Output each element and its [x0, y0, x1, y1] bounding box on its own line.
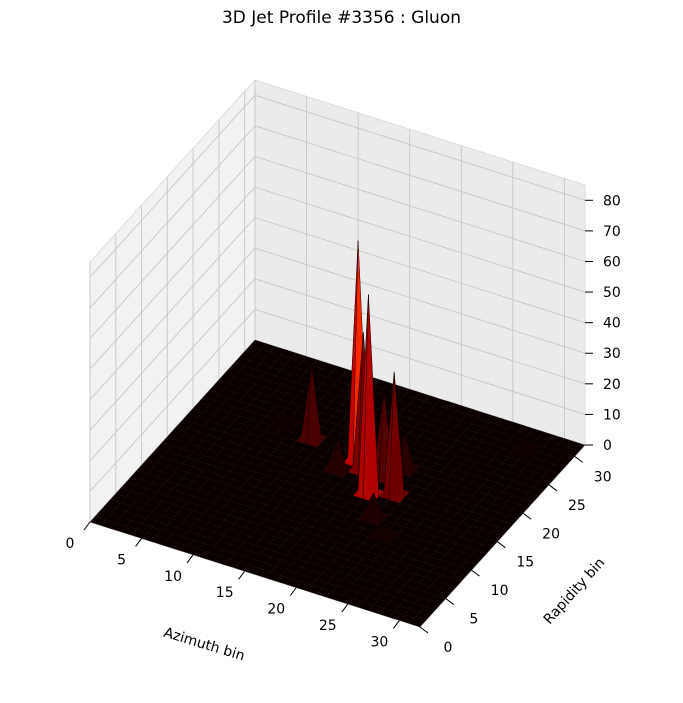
grid-line-z [89, 308, 586, 492]
grid-line-z [89, 125, 586, 309]
grid-line-z [89, 247, 586, 431]
y-tick-label: 20 [542, 526, 560, 542]
surface-cell [409, 617, 426, 628]
z-tick-label: 40 [603, 316, 621, 332]
x-tick-label: 20 [267, 602, 285, 618]
y-tick-label: 30 [594, 469, 612, 485]
x-tick-label: 5 [117, 552, 126, 568]
y-tick-mark [497, 541, 506, 549]
z-tick-label: 60 [603, 255, 621, 271]
y-tick-label: 5 [469, 612, 478, 628]
x-tick-mark [83, 521, 91, 531]
y-tick-mark [548, 484, 558, 492]
grid-line-z [89, 94, 586, 278]
y-tick-mark [574, 455, 583, 463]
x-axis-label: Azimuth bin [162, 625, 247, 665]
y-axis-label: Rapidity bin [541, 555, 609, 628]
y-tick-label: 25 [568, 498, 586, 514]
surface [89, 240, 586, 628]
z-tick-label: 30 [603, 346, 621, 362]
x-tick-mark [238, 570, 246, 580]
x-tick-label: 25 [319, 618, 337, 634]
grid-line-z [89, 217, 586, 400]
x-tick-mark [135, 538, 142, 547]
z-tick-label: 10 [603, 407, 621, 423]
grid-line-z [89, 278, 586, 462]
grid-line-z [89, 155, 586, 339]
x-tick-label: 30 [370, 634, 388, 650]
y-tick-mark [471, 569, 480, 577]
x-tick-mark [289, 587, 297, 596]
x-tick-label: 15 [216, 585, 234, 601]
y-tick-mark [445, 598, 455, 605]
x-tick-label: 0 [66, 536, 75, 552]
z-tick-label: 80 [603, 193, 621, 209]
x-tick-mark [186, 554, 194, 564]
x-tick-mark [341, 603, 349, 613]
chart-title: 3D Jet Profile #3356 : Gluon [221, 8, 461, 28]
z-tick-label: 70 [603, 224, 621, 240]
grid-line-z [89, 186, 586, 370]
y-tick-label: 0 [444, 640, 453, 656]
y-tick-mark [419, 626, 429, 634]
z-tick-label: 50 [603, 285, 621, 301]
y-tick-mark [522, 512, 532, 520]
x-tick-label: 10 [164, 569, 182, 585]
y-tick-label: 10 [491, 583, 509, 599]
x-tick-mark [392, 620, 400, 629]
y-tick-label: 15 [516, 555, 534, 571]
z-tick-label: 0 [603, 438, 612, 454]
z-tick-label: 20 [603, 377, 621, 393]
